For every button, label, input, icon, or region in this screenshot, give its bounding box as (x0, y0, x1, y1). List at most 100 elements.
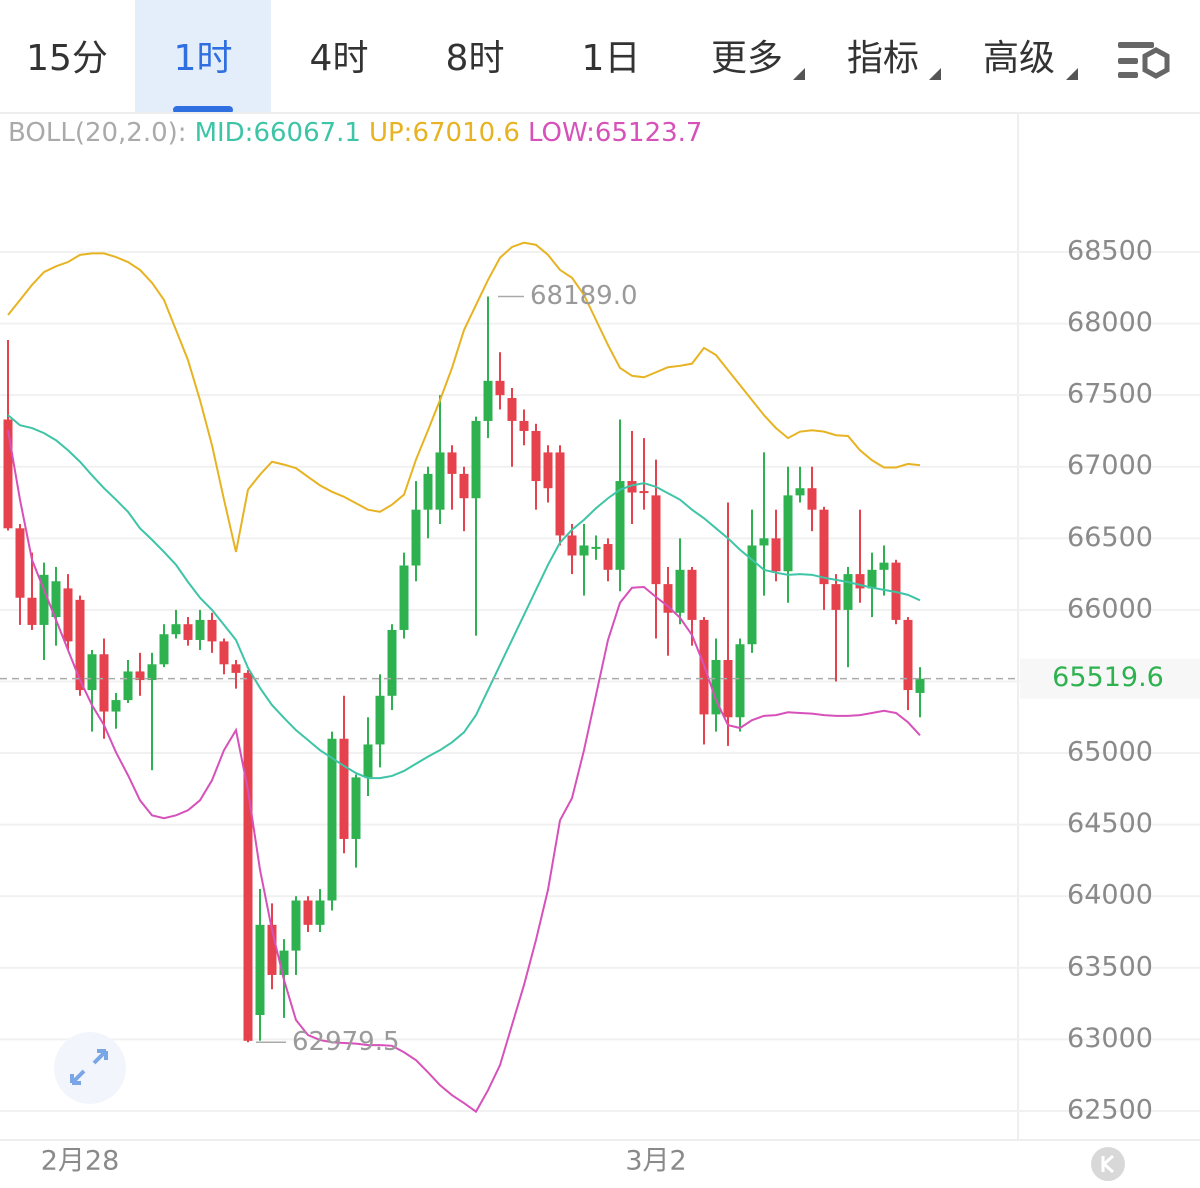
candle-body (507, 398, 517, 421)
candle-body (663, 584, 673, 613)
high-marker-label: 68189.0 (530, 281, 638, 311)
candle-body (591, 546, 601, 549)
candle-body (555, 452, 565, 536)
candle-body (723, 659, 733, 718)
tab[interactable]: 15分 (26, 38, 108, 79)
candle-body (483, 380, 493, 421)
tab[interactable]: 高级 (983, 38, 1055, 79)
x-tick-label: 2月28 (41, 1146, 120, 1177)
candle-body (3, 419, 13, 529)
candle-body (915, 678, 925, 693)
candle-body (147, 664, 157, 681)
candle-body (327, 738, 337, 901)
button-bg (54, 1032, 126, 1104)
candle-body (711, 659, 721, 715)
candle-body (423, 473, 433, 510)
candle-body (243, 672, 253, 1041)
candle-body (519, 420, 529, 431)
candle-body (543, 452, 553, 489)
candle-body (603, 544, 613, 570)
tab[interactable]: 4时 (310, 38, 369, 79)
candle-body (411, 509, 421, 566)
candle-body (651, 495, 661, 585)
candle-body (747, 545, 757, 645)
candle-body (219, 641, 229, 665)
candle-body (855, 574, 865, 589)
candle-body (315, 900, 325, 925)
tab[interactable]: 8时 (446, 38, 505, 79)
icon-bar (1118, 42, 1154, 48)
candle-body (363, 744, 373, 778)
candle-body (903, 619, 913, 691)
candle-body (87, 654, 97, 691)
candle-body (135, 671, 145, 681)
candle-body (639, 491, 649, 494)
dropdown-arrow (793, 68, 805, 80)
tab[interactable]: 1时 (174, 38, 233, 79)
button-bg (1091, 1147, 1125, 1181)
candle-body (231, 664, 241, 673)
candle-body (267, 924, 277, 975)
y-tick-label: 63500 (1067, 951, 1153, 982)
indicator-line (7, 414, 921, 780)
candle-body (735, 644, 745, 718)
indicator-line (7, 430, 921, 1114)
candle-body (15, 528, 25, 598)
y-tick-label: 66000 (1067, 593, 1153, 624)
candle-body (447, 452, 457, 474)
legend-entry: LOW:65123.7 (528, 118, 702, 148)
y-tick-label: 63000 (1067, 1023, 1153, 1054)
tab[interactable]: 更多 (711, 38, 783, 79)
expand-button[interactable] (54, 1032, 126, 1104)
y-tick-label: 64500 (1067, 808, 1153, 839)
k-button[interactable] (1091, 1147, 1125, 1181)
candle-body (459, 473, 469, 499)
active-tab-bg (135, 0, 271, 113)
y-tick-label: 66500 (1067, 522, 1153, 553)
candle-body (291, 900, 301, 951)
y-tick-label: 65000 (1067, 737, 1153, 768)
y-tick-label: 67500 (1067, 379, 1153, 410)
icon-bar (1118, 58, 1138, 64)
candle-body (75, 599, 85, 691)
candle-body (171, 624, 181, 635)
candle-body (471, 420, 481, 499)
y-tick-label: 64000 (1067, 880, 1153, 911)
candle-body (771, 538, 781, 572)
current-price-box (1020, 658, 1200, 699)
candle-body (435, 452, 445, 510)
candle-body (159, 634, 169, 665)
indicator-legend: BOLL(20,2.0): MID:66067.1 UP:67010.6 LOW:65… (8, 118, 702, 148)
k-icon (1101, 1154, 1114, 1174)
tab-bar: 15分 1时 4时 8时 1日 更多 指标 高级 (26, 0, 1055, 114)
candle-body (279, 950, 289, 975)
tab[interactable]: 指标 (847, 38, 919, 79)
candle-body (615, 481, 625, 570)
candle-body (255, 924, 265, 1016)
plot-area: 6250063000635006400064500650006550066000… (0, 236, 1200, 1177)
candle-body (867, 569, 877, 589)
candle-body (99, 654, 109, 712)
current-price-label: 65519.6 (1052, 662, 1164, 693)
candle-body (879, 562, 889, 570)
dropdown-arrow (929, 68, 941, 80)
candle-body (567, 535, 577, 556)
candle-body (783, 495, 793, 572)
x-tick-label: 3月2 (625, 1146, 686, 1177)
candle-body (495, 380, 505, 396)
candle-body (195, 619, 205, 640)
y-tick-label: 68000 (1067, 307, 1153, 338)
candle-body (843, 574, 853, 610)
tab[interactable]: 1日 (582, 38, 641, 79)
candle-body (63, 588, 73, 642)
legend-entry: MID:66067.1 (195, 118, 361, 148)
settings-icon[interactable] (1118, 42, 1170, 79)
candle-body (207, 619, 217, 642)
y-tick-label: 62500 (1067, 1094, 1153, 1125)
candle-body (831, 584, 841, 610)
candle-body (579, 545, 589, 556)
indicator-name: BOLL(20,2.0): (8, 118, 187, 148)
candle-body (627, 481, 637, 493)
low-marker-label: 62979.5 (292, 1027, 400, 1057)
